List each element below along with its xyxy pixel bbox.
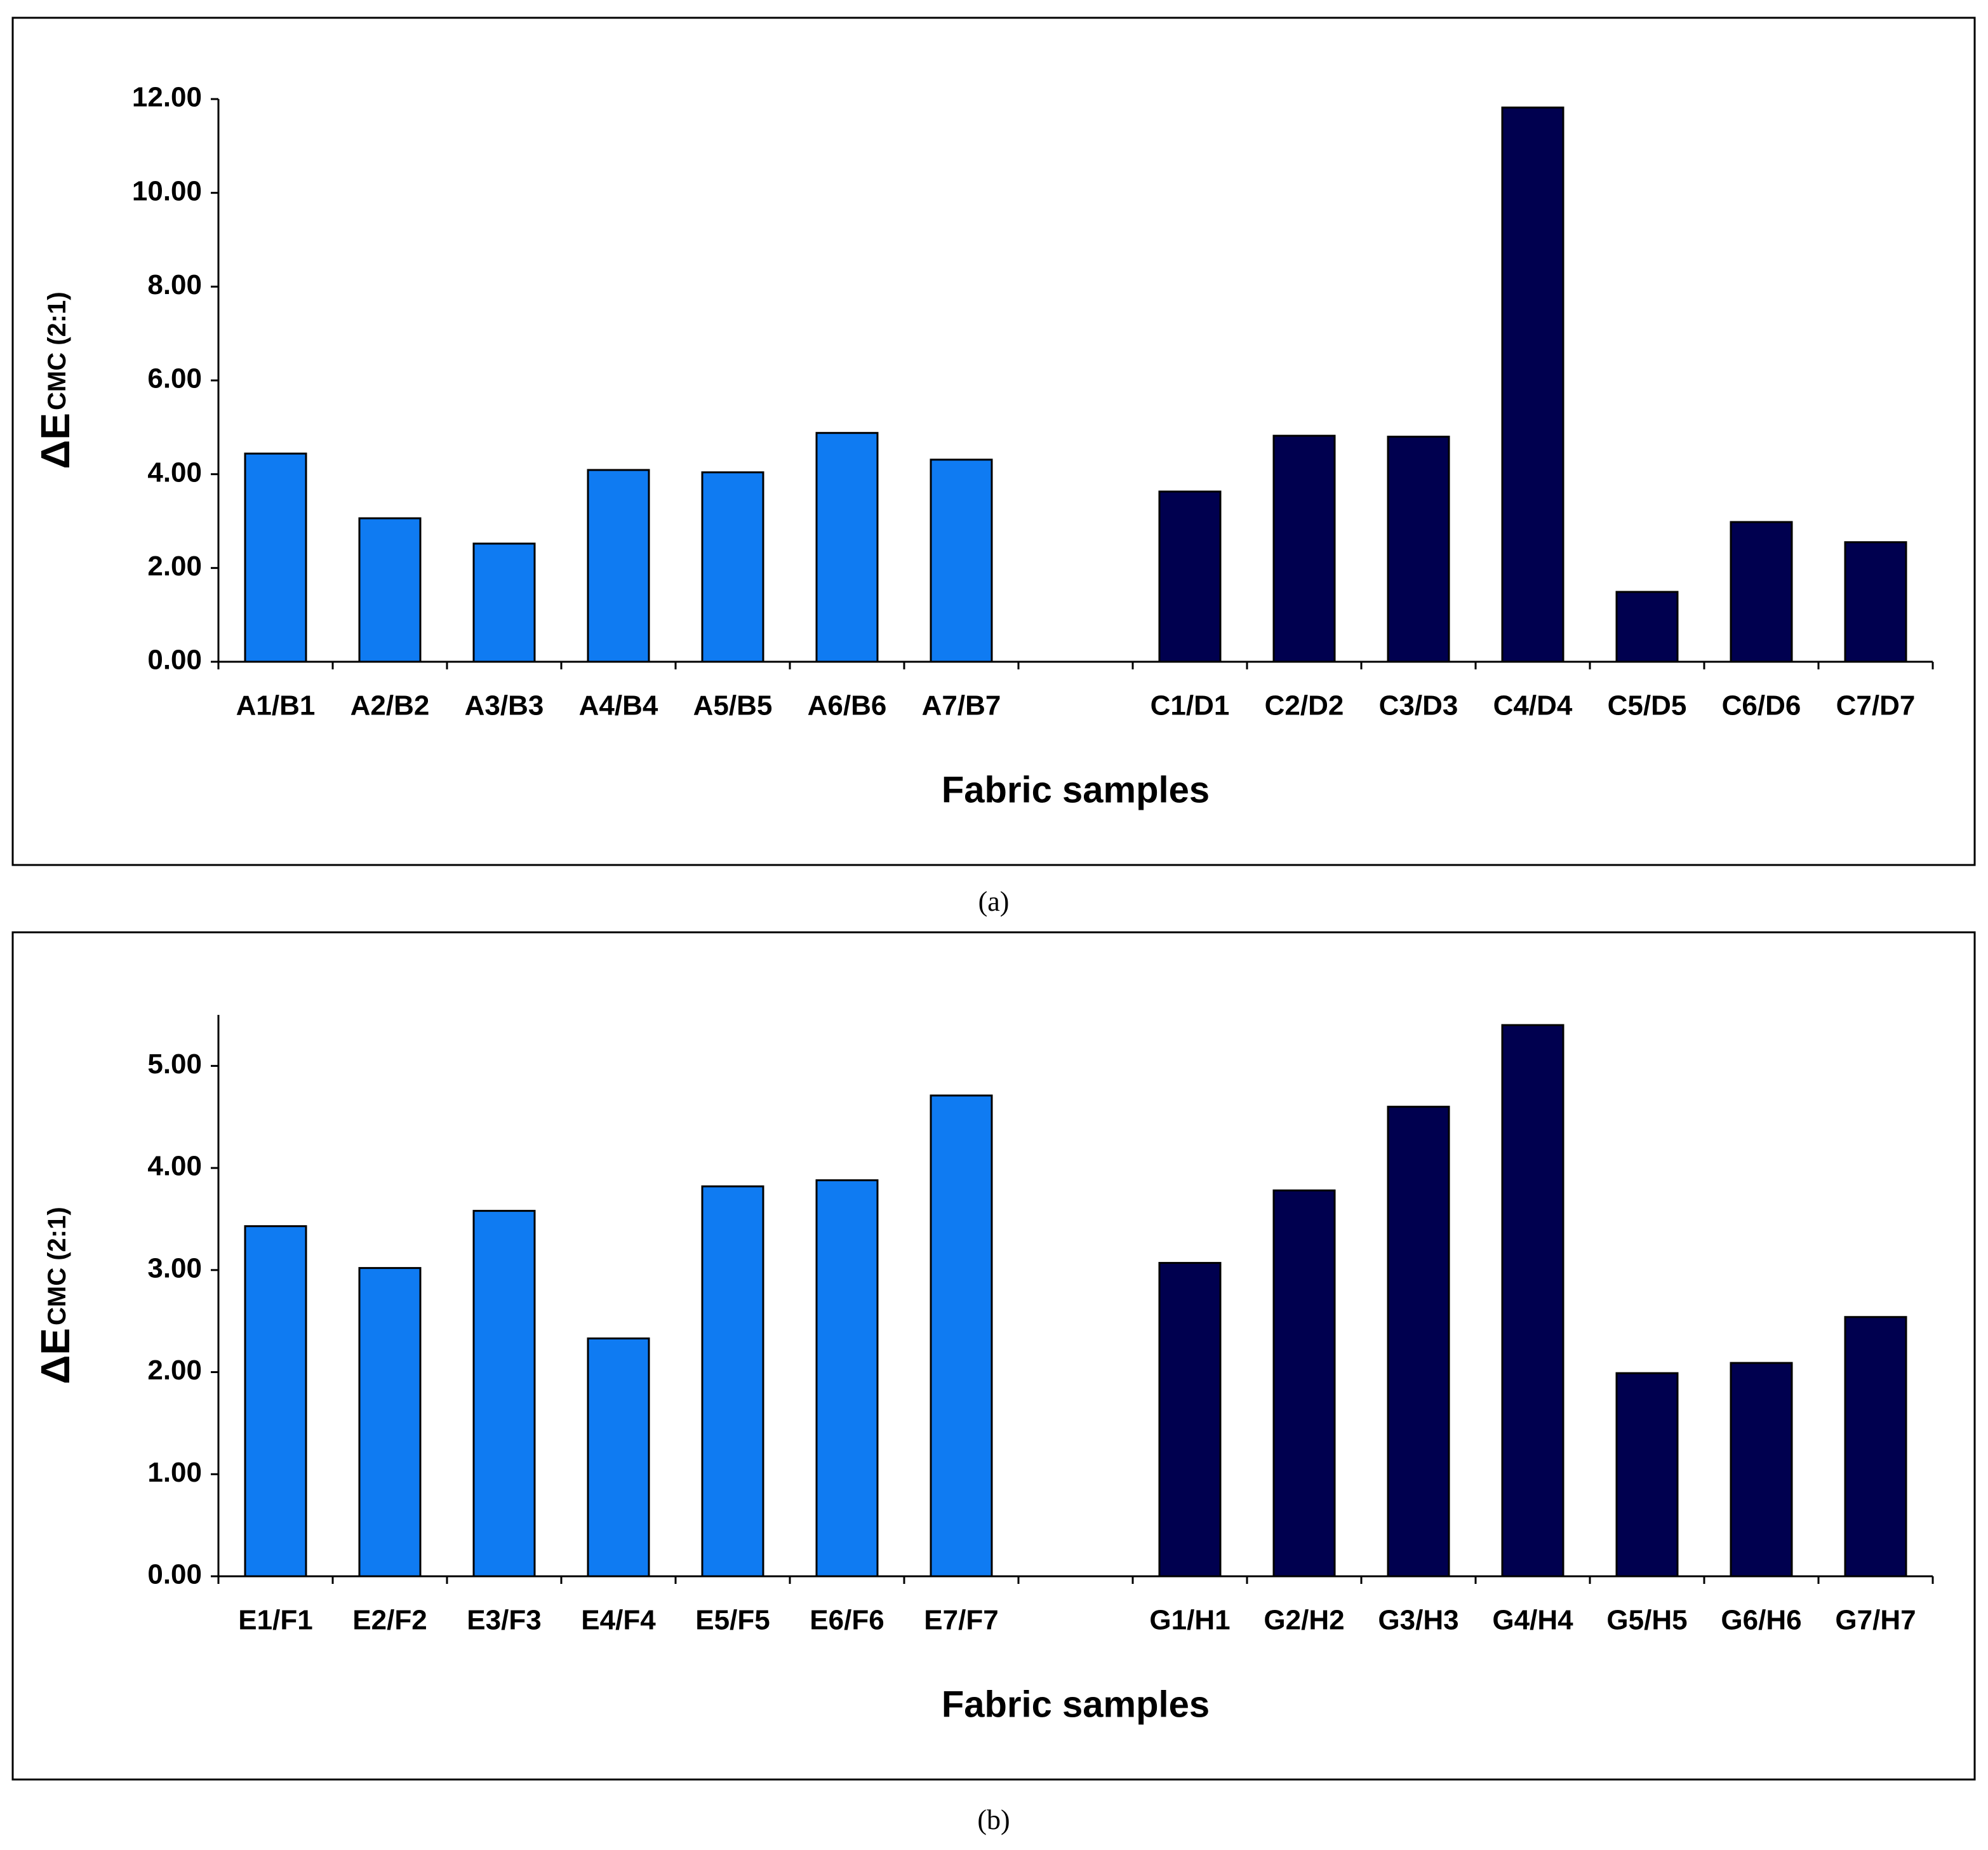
y-tick-label: 0.00 [147,645,202,676]
x-tick-label: G7/H7 [1835,1605,1916,1636]
x-tick-label: C3/D3 [1379,690,1458,721]
bar [244,1225,307,1578]
panel-caption: (b) [977,1804,1010,1835]
bar [472,542,536,663]
bar [1272,1189,1336,1578]
bar [587,469,650,663]
bar [1730,521,1793,663]
x-tick-label: E3/F3 [467,1605,541,1636]
x-tick-label: G1/H1 [1149,1605,1230,1636]
x-tick-label: A1/B1 [236,690,316,721]
bar [1387,436,1450,663]
x-tick-label: E7/F7 [924,1605,998,1636]
x-tick-label: E1/F1 [238,1605,312,1636]
x-tick-label: C5/D5 [1608,690,1687,721]
y-axis-title-sub: CMC (2:1) [43,1207,71,1325]
bar [1387,1106,1450,1578]
x-tick-label: C4/D4 [1493,690,1573,721]
bar [1158,1262,1222,1578]
y-axis-title: ΔE CMC (2:1) [32,292,78,469]
x-tick-label: C6/D6 [1722,690,1801,721]
bar [358,1267,422,1578]
bar [1615,1372,1679,1578]
bar [815,1179,879,1578]
y-tick-label: 10.00 [132,175,202,206]
x-tick-label: E2/F2 [352,1605,427,1636]
chart-frame [11,17,1976,866]
y-tick-label: 2.00 [147,551,202,582]
bar [1730,1362,1793,1578]
x-tick-label: C7/D7 [1836,690,1916,721]
bar [358,517,422,663]
y-tick-label: 4.00 [147,457,202,488]
x-tick-label: A3/B3 [465,690,544,721]
bar [1272,434,1336,663]
bar [1501,106,1564,663]
bar [930,459,993,663]
bar [1501,1024,1564,1578]
bar [815,432,879,663]
x-tick-label: C1/D1 [1151,690,1230,721]
bar [587,1337,650,1578]
x-tick-label: G3/H3 [1378,1605,1458,1636]
bar [244,452,307,663]
bar [1615,591,1679,663]
y-tick-label: 3.00 [147,1252,202,1284]
x-tick-label: A6/B6 [808,690,887,721]
bar [701,471,764,663]
y-tick-label: 8.00 [147,269,202,300]
bar [701,1185,764,1578]
y-axis-title: ΔE CMC (2:1) [32,1207,78,1384]
x-tick-label: G2/H2 [1264,1605,1344,1636]
panel-caption: (a) [978,886,1010,917]
x-tick-label: A7/B7 [922,690,1001,721]
x-axis-title: Fabric samples [942,769,1210,810]
bar [930,1094,993,1578]
bar [472,1210,536,1578]
chart-panel: 0.00 1.00 2.00 3.00 4.00 5.00 E1/F1 E2/F2 E3/F3 E… [11,931,1976,1781]
y-tick-label: 6.00 [147,363,202,394]
y-tick-label: 12.00 [132,82,202,113]
x-tick-label: E6/F6 [810,1605,884,1636]
x-tick-label: A2/B2 [350,690,430,721]
x-tick-label: A4/B4 [579,690,658,721]
chart-frame [11,931,1976,1781]
x-tick-label: C2/D2 [1265,690,1344,721]
x-tick-label: A5/B5 [693,690,773,721]
y-tick-label: 0.00 [147,1559,202,1590]
y-tick-label: 5.00 [147,1049,202,1080]
chart-panel: 0.00 2.00 4.00 6.00 8.00 10.00 12.00 A1/B1 A2/B2… [11,17,1976,866]
y-tick-label: 2.00 [147,1355,202,1386]
x-tick-label: G4/H4 [1492,1605,1573,1636]
bar [1844,541,1907,663]
x-tick-label: E4/F4 [581,1605,656,1636]
bar [1158,490,1222,663]
y-tick-label: 4.00 [147,1151,202,1182]
x-tick-label: E5/F5 [695,1605,770,1636]
y-axis-title-main: ΔE [32,413,78,469]
x-axis-title: Fabric samples [942,1684,1210,1725]
y-tick-label: 1.00 [147,1457,202,1488]
bar [1844,1316,1907,1578]
y-axis-title-sub: CMC (2:1) [43,292,71,410]
y-axis-title-main: ΔE [32,1328,78,1384]
x-tick-label: G6/H6 [1721,1605,1801,1636]
x-tick-label: G5/H5 [1606,1605,1687,1636]
